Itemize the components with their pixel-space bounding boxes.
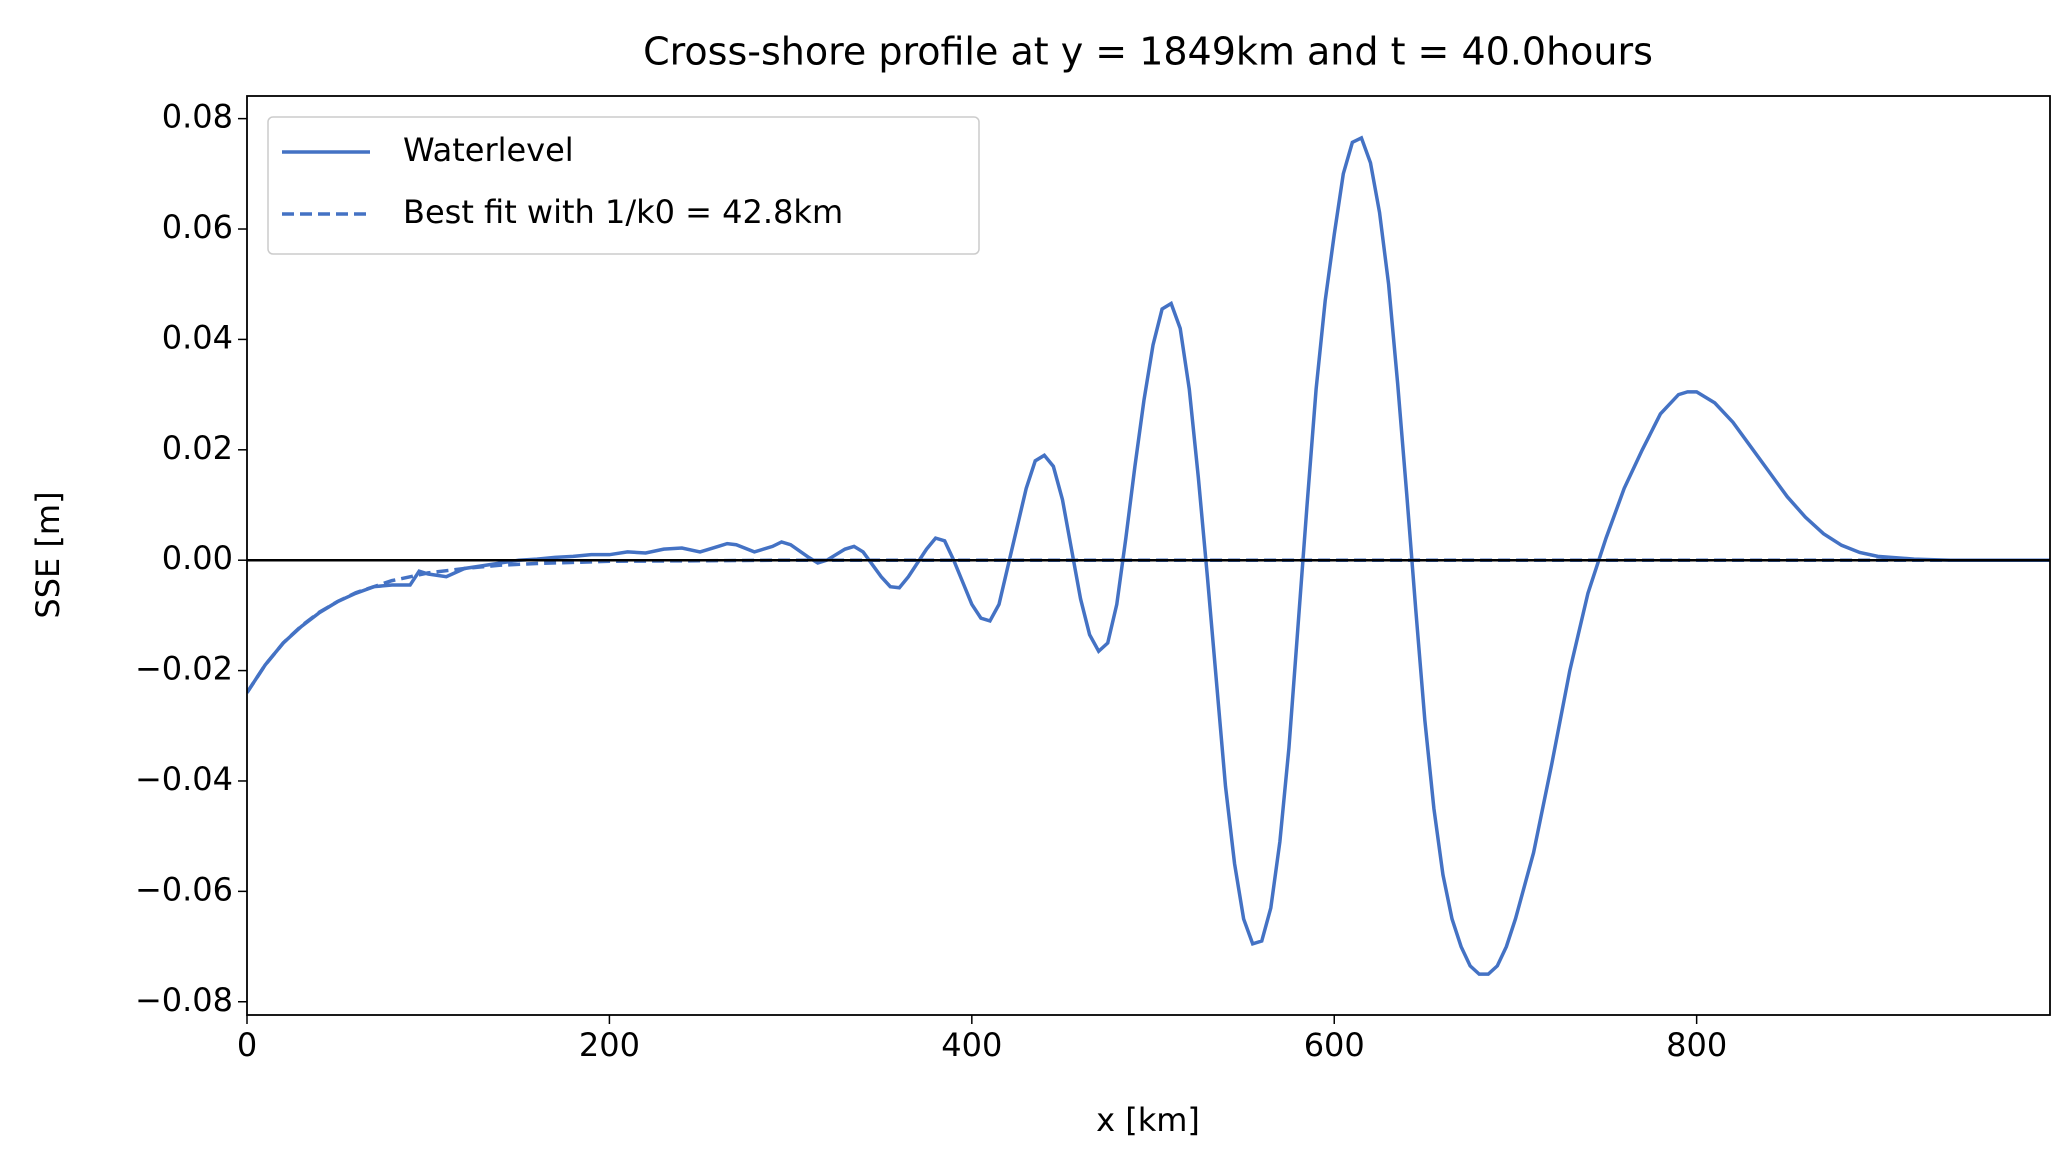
y-tick-label: 0.04 — [162, 318, 233, 356]
y-axis-label: SSE [m] — [29, 491, 67, 618]
x-tick-label: 600 — [1304, 1026, 1365, 1064]
legend-label: Best fit with 1/k0 = 42.8km — [403, 193, 843, 231]
x-tick-label: 400 — [941, 1026, 1002, 1064]
legend-box — [267, 116, 980, 255]
y-tick-label: 0.00 — [162, 539, 233, 577]
series-line — [247, 558, 2050, 694]
y-tick-label: −0.06 — [135, 870, 233, 908]
y-tick-label: 0.08 — [162, 98, 233, 136]
y-tick-label: −0.02 — [135, 650, 233, 688]
y-tick-label: −0.04 — [135, 760, 233, 798]
x-tick-label: 200 — [579, 1026, 640, 1064]
chart-title: Cross-shore profile at y = 1849km and t … — [643, 30, 1653, 74]
y-tick-label: −0.08 — [135, 981, 233, 1019]
series-line — [247, 135, 2050, 976]
plot-frame — [246, 95, 2051, 1016]
y-tick-label: 0.06 — [162, 208, 233, 246]
y-tick-label: 0.02 — [162, 429, 233, 467]
x-tick-label: 0 — [237, 1026, 257, 1064]
x-axis-label: x [km] — [1096, 1101, 1200, 1139]
legend-label: Waterlevel — [403, 131, 574, 169]
x-tick-label: 800 — [1666, 1026, 1727, 1064]
